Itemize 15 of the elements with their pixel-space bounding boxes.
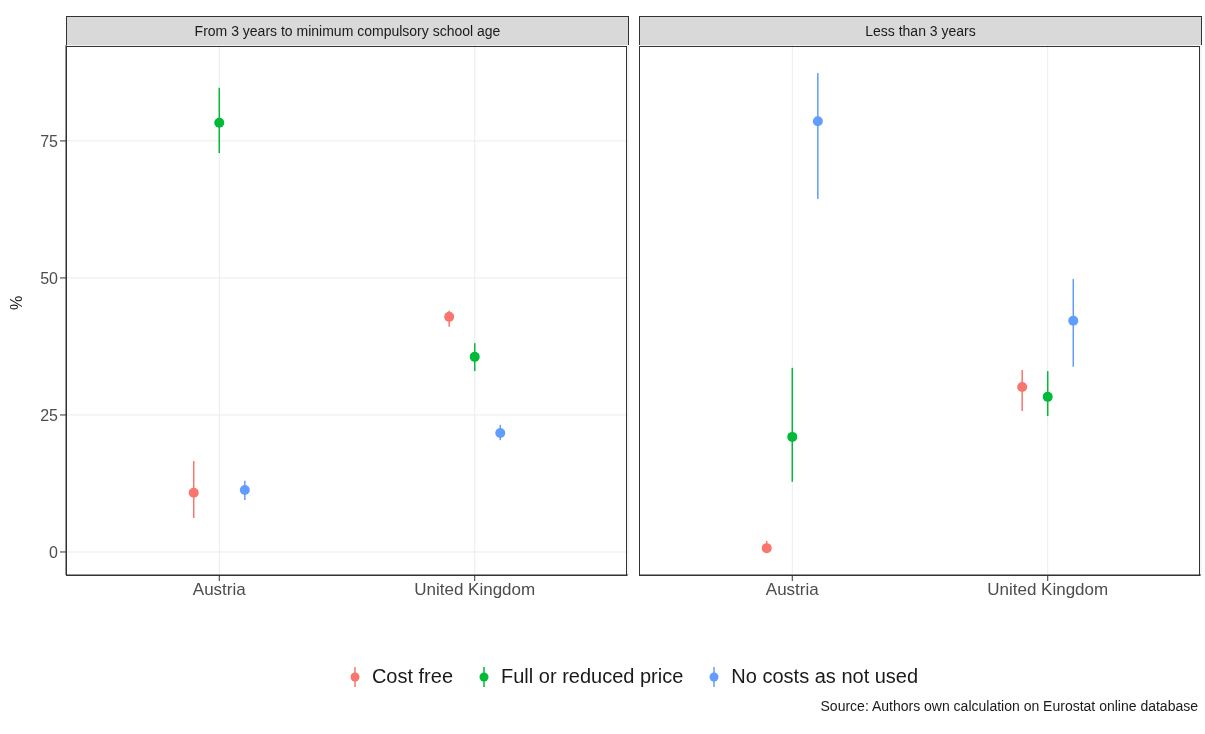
y-tick-label: 25 xyxy=(40,406,59,424)
x-tick-label: United Kingdom xyxy=(987,580,1109,600)
y-tick-label: 75 xyxy=(40,132,59,150)
source-note: Source: Authors own calculation on Eurostat online database xyxy=(819,698,1198,714)
chart-title: Less than 3 years xyxy=(639,16,1202,45)
x-tick-label: Austria xyxy=(765,580,820,600)
y-tick-label: 50 xyxy=(40,269,59,287)
x-tick-label: Austria xyxy=(192,580,247,600)
chart-title: From 3 years to minimum compulsory school age xyxy=(66,16,629,45)
legend-label: Cost free xyxy=(370,665,454,688)
y-tick-label: 0 xyxy=(49,543,59,561)
x-tick-label: United Kingdom xyxy=(414,580,536,600)
y-axis-title: % xyxy=(7,295,25,310)
legend-label: No costs as not used xyxy=(730,665,919,688)
legend-label: Full or reduced price xyxy=(500,665,684,688)
